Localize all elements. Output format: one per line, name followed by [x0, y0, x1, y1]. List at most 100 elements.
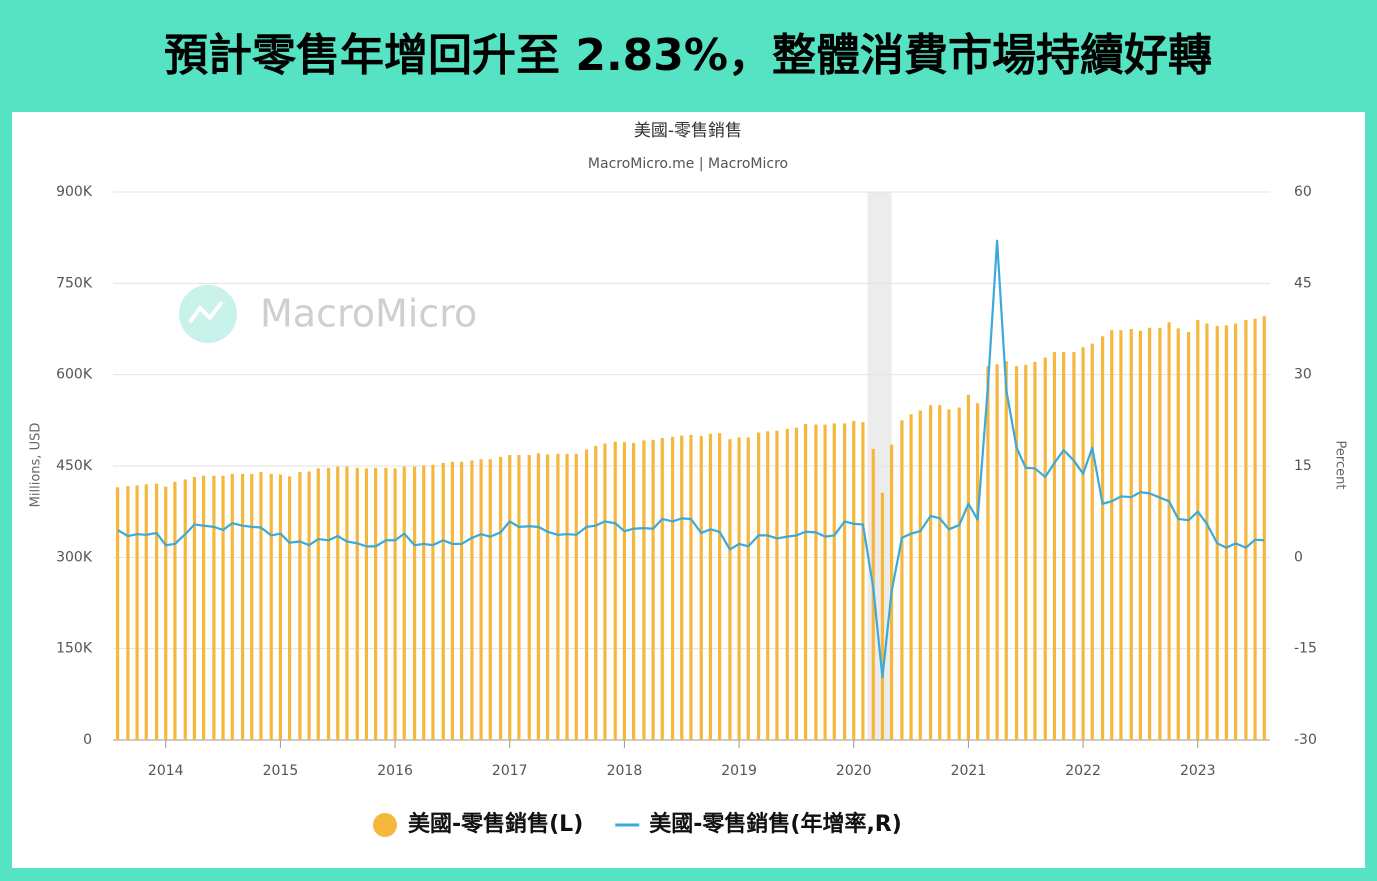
bar: [842, 423, 847, 740]
bar: [164, 486, 168, 740]
bar: [861, 422, 865, 740]
bar: [814, 424, 818, 740]
bar: [326, 467, 331, 740]
bar: [737, 437, 741, 740]
bar: [947, 409, 951, 740]
bar: [154, 483, 159, 740]
y2-tick-label: 45: [1294, 275, 1312, 291]
x-tick-label: 2019: [721, 763, 757, 779]
bar: [918, 410, 922, 740]
bar: [450, 461, 455, 740]
bar: [689, 434, 693, 740]
chart-subtitle: MacroMicro.me | MacroMicro: [588, 156, 788, 172]
y2-tick-label: 60: [1294, 184, 1312, 200]
bar: [603, 443, 607, 740]
y-tick-label: 750K: [56, 275, 93, 291]
bar: [1004, 361, 1008, 740]
bar: [488, 459, 492, 740]
y-tick-label: 300K: [56, 549, 93, 565]
bar: [660, 437, 664, 740]
x-tick-label: 2023: [1180, 763, 1216, 779]
bar: [1138, 330, 1143, 740]
bar: [1186, 332, 1191, 740]
bar: [1224, 325, 1229, 740]
bar: [173, 481, 177, 740]
bar: [880, 492, 885, 740]
x-tick-label: 2017: [492, 763, 528, 779]
bar: [250, 473, 254, 740]
bar: [1205, 323, 1209, 740]
bar: [412, 466, 417, 740]
bar: [201, 475, 206, 740]
y-tick-label: 150K: [56, 641, 93, 657]
y-tick-label: 450K: [56, 458, 93, 474]
bar: [746, 437, 750, 740]
bar: [1090, 343, 1094, 740]
bar: [794, 427, 799, 740]
bar: [986, 366, 990, 740]
bar: [517, 455, 521, 740]
bar: [1167, 322, 1171, 740]
bar: [508, 455, 512, 740]
y2-tick-label: -30: [1294, 732, 1317, 748]
bar: [594, 445, 598, 740]
bar: [135, 485, 139, 740]
bar: [966, 394, 971, 740]
x-tick-label: 2015: [263, 763, 299, 779]
bar: [278, 474, 283, 740]
bar: [345, 466, 349, 740]
bar: [287, 476, 292, 740]
bar: [212, 475, 216, 740]
bar: [355, 467, 359, 740]
bar: [565, 453, 569, 740]
bar: [832, 423, 836, 740]
x-tick-label: 2016: [377, 763, 413, 779]
x-tick-label: 2014: [148, 763, 184, 779]
bar: [1262, 316, 1266, 740]
bar: [852, 420, 856, 740]
bar: [1072, 352, 1076, 740]
bar: [536, 453, 541, 740]
bar: [183, 479, 187, 740]
bar: [1081, 347, 1085, 740]
line: [117, 239, 1265, 679]
page-title: 預計零售年增回升至 2.83%，整體消費市場持續好轉: [164, 30, 1212, 81]
bar: [298, 472, 302, 740]
bar: [422, 465, 426, 740]
y-tick-label: 900K: [56, 184, 93, 200]
bar: [373, 467, 378, 740]
y2-tick-label: -15: [1294, 641, 1317, 657]
bar: [1033, 361, 1037, 740]
bar: [1119, 330, 1123, 740]
bar: [259, 472, 263, 740]
bar: [384, 467, 388, 740]
bar: [670, 436, 675, 740]
bar: [680, 435, 684, 740]
legend-label: 美國-零售銷售(L): [408, 811, 583, 837]
bar: [1215, 325, 1219, 740]
bar: [307, 471, 311, 740]
bar: [1158, 327, 1162, 740]
bar: [556, 453, 560, 740]
bar: [336, 466, 340, 740]
bar: [459, 461, 464, 740]
y2-tick-label: 0: [1294, 549, 1303, 565]
watermark: MacroMicro: [260, 292, 477, 336]
bar: [1014, 366, 1019, 740]
bar: [1024, 364, 1028, 740]
bar: [402, 466, 406, 740]
bar: [1147, 327, 1152, 740]
bar: [651, 439, 655, 740]
bar: [431, 464, 435, 740]
bar: [1129, 329, 1133, 740]
bar: [928, 405, 933, 740]
bar: [316, 468, 320, 740]
bar: [584, 449, 589, 740]
legend-label: 美國-零售銷售(年增率,R): [649, 811, 902, 837]
bar: [1061, 352, 1066, 740]
bar: [622, 442, 627, 740]
bar: [766, 431, 770, 740]
bar: [728, 439, 732, 740]
